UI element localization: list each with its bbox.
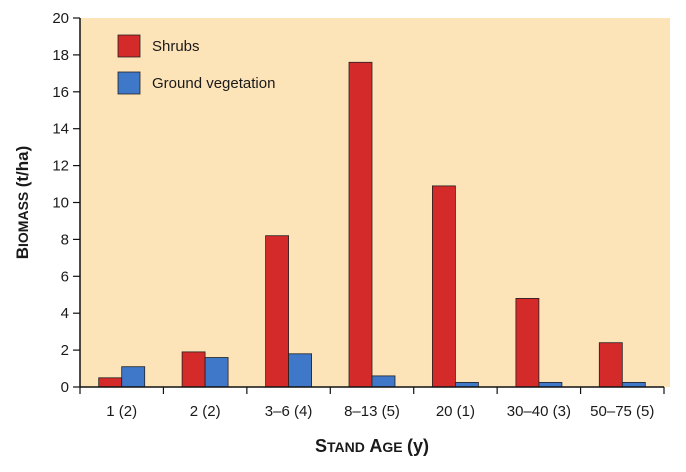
bar-ground-vegetation-0 xyxy=(121,366,146,388)
x-tick-label: 50–75 (5) xyxy=(590,403,654,420)
bar-shrubs-5 xyxy=(515,297,540,388)
bar-shrubs-6 xyxy=(598,342,623,388)
bar-shrubs-1 xyxy=(181,351,206,388)
bar-shrubs-2 xyxy=(265,235,290,388)
bar-ground-vegetation-1 xyxy=(204,357,229,388)
tick-group: 0 2 4 6 8 10 12 14 16 18 20 1 (2) 2 (2) 3–6 (4) 8–13 (… xyxy=(52,10,665,420)
y-tick-label: 10 xyxy=(52,195,69,212)
x-tick-label: 3–6 (4) xyxy=(265,403,313,420)
x-tick-label: 8–13 (5) xyxy=(344,403,400,420)
y-tick-label: 2 xyxy=(61,342,69,359)
x-axis-title: STAND AGE (y) xyxy=(315,436,429,456)
y-tick-label: 14 xyxy=(52,121,69,138)
y-tick-label: 8 xyxy=(61,231,69,248)
y-tick-label: 0 xyxy=(61,379,69,396)
y-tick-label: 18 xyxy=(52,47,69,64)
x-tick-label: 30–40 (3) xyxy=(507,403,571,420)
y-tick-label: 6 xyxy=(61,268,69,285)
x-tick-label: 1 (2) xyxy=(106,403,137,420)
plot-background xyxy=(80,18,670,387)
bar-group xyxy=(98,61,646,388)
x-tick-label: 2 (2) xyxy=(190,403,221,420)
y-tick-label: 16 xyxy=(52,84,69,101)
bar-shrubs-4 xyxy=(431,185,456,388)
y-axis-title: BIOMASS (t/ha) xyxy=(13,146,32,260)
legend-label-1: Ground vegetation xyxy=(152,75,275,92)
legend-swatch-0 xyxy=(117,34,141,58)
bar-shrubs-0 xyxy=(98,377,123,388)
y-tick-label: 12 xyxy=(52,158,69,175)
bar-ground-vegetation-2 xyxy=(288,353,313,388)
y-tick-label: 20 xyxy=(52,10,69,27)
y-tick-label: 4 xyxy=(61,305,69,322)
legend-label-0: Shrubs xyxy=(152,38,200,55)
legend-swatch-1 xyxy=(117,71,141,95)
bar-ground-vegetation-3 xyxy=(371,375,396,388)
legend: Shrubs Ground vegetation xyxy=(117,34,275,95)
x-tick-label: 20 (1) xyxy=(436,403,475,420)
bar-shrubs-3 xyxy=(348,61,373,388)
